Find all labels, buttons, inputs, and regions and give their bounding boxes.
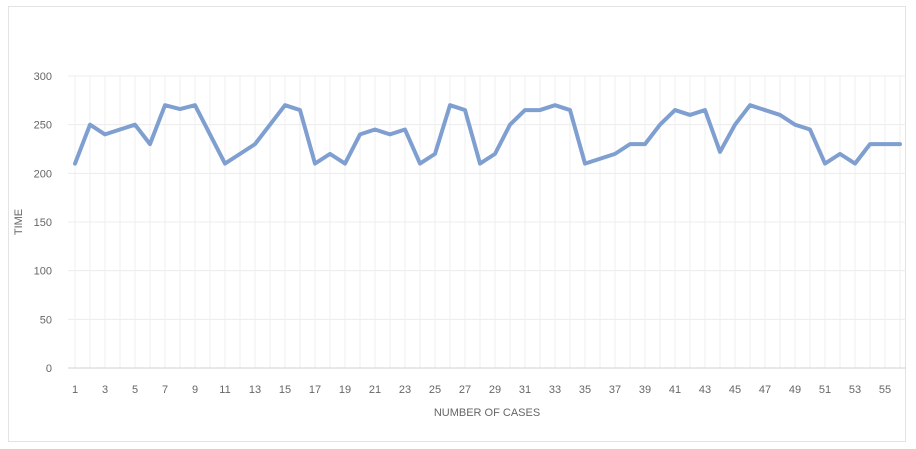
data-point — [778, 113, 782, 117]
data-point — [253, 142, 257, 146]
x-tick-label: 17 — [309, 384, 321, 396]
data-point — [883, 142, 887, 146]
data-point — [613, 152, 617, 156]
data-point — [73, 162, 77, 166]
data-point — [388, 132, 392, 136]
x-tick-label: 1 — [72, 384, 78, 396]
data-point — [523, 108, 527, 112]
x-tick-label: 29 — [489, 384, 501, 396]
x-tick-label: 37 — [609, 384, 621, 396]
x-tick-label: 55 — [879, 384, 891, 396]
data-point — [898, 142, 902, 146]
x-tick-label: 27 — [459, 384, 471, 396]
x-tick-label: 33 — [549, 384, 561, 396]
data-point — [673, 108, 677, 112]
x-tick-label: 41 — [669, 384, 681, 396]
data-point — [208, 132, 212, 136]
x-tick-label: 9 — [192, 384, 198, 396]
x-tick-label: 25 — [429, 384, 441, 396]
data-point — [763, 108, 767, 112]
data-point — [283, 103, 287, 107]
x-tick-label: 39 — [639, 384, 651, 396]
x-tick-label: 31 — [519, 384, 531, 396]
data-point — [358, 132, 362, 136]
data-point — [328, 152, 332, 156]
data-point — [703, 108, 707, 112]
x-tick-label: 7 — [162, 384, 168, 396]
data-point — [478, 162, 482, 166]
data-point — [658, 123, 662, 127]
data-point — [538, 108, 542, 112]
data-point — [598, 157, 602, 161]
data-point — [568, 108, 572, 112]
x-tick-label: 43 — [699, 384, 711, 396]
data-point — [628, 142, 632, 146]
data-point — [313, 162, 317, 166]
data-point — [463, 108, 467, 112]
data-point — [733, 123, 737, 127]
y-tick-label: 50 — [40, 314, 52, 326]
x-tick-label: 11 — [219, 384, 230, 396]
y-tick-label: 150 — [34, 217, 52, 229]
x-tick-label: 23 — [399, 384, 411, 396]
x-tick-label: 35 — [579, 384, 591, 396]
data-point — [553, 103, 557, 107]
data-point — [508, 123, 512, 127]
data-point — [808, 128, 812, 132]
data-point — [418, 162, 422, 166]
data-point — [718, 150, 722, 154]
data-point — [298, 108, 302, 112]
x-tick-label: 15 — [279, 384, 291, 396]
x-axis-ticks: 1 3 5 7 9 11 13 15 17 19 21 23 25 27 29 31 33 35 37 39 41 43 4… — [72, 384, 891, 396]
y-tick-label: 0 — [46, 363, 52, 375]
y-tick-label: 200 — [34, 168, 52, 180]
data-point — [88, 123, 92, 127]
data-point — [868, 142, 872, 146]
data-point — [493, 152, 497, 156]
x-tick-label: 47 — [759, 384, 771, 396]
data-point — [748, 103, 752, 107]
data-point — [583, 162, 587, 166]
chart-frame — [8, 6, 906, 442]
y-axis-title: TIME — [13, 209, 25, 235]
data-point — [118, 128, 122, 132]
data-point — [103, 132, 107, 136]
y-tick-label: 100 — [34, 266, 52, 278]
data-point — [793, 123, 797, 127]
data-point — [373, 128, 377, 132]
x-tick-label: 49 — [789, 384, 801, 396]
x-tick-label: 13 — [249, 384, 261, 396]
data-point — [343, 162, 347, 166]
y-tick-label: 250 — [34, 120, 52, 132]
x-tick-label: 5 — [132, 384, 138, 396]
data-point — [823, 162, 827, 166]
x-tick-label: 53 — [849, 384, 861, 396]
data-point — [193, 103, 197, 107]
data-point — [403, 128, 407, 132]
data-point — [178, 107, 182, 111]
data-point — [133, 123, 137, 127]
data-point — [433, 152, 437, 156]
data-point — [838, 152, 842, 156]
data-point — [148, 142, 152, 146]
x-tick-label: 19 — [339, 384, 351, 396]
data-point — [688, 113, 692, 117]
grid — [68, 75, 906, 369]
x-tick-label: 21 — [369, 384, 381, 396]
y-tick-label: 300 — [34, 71, 52, 83]
data-point — [643, 142, 647, 146]
y-axis-ticks: 0 50 100 150 200 250 300 — [34, 71, 52, 375]
x-tick-label: 45 — [729, 384, 741, 396]
series-line — [73, 103, 902, 166]
data-point — [268, 123, 272, 127]
x-axis-title: NUMBER OF CASES — [434, 407, 540, 419]
data-point — [238, 152, 242, 156]
x-tick-label: 3 — [102, 384, 108, 396]
data-point — [853, 162, 857, 166]
data-point — [448, 103, 452, 107]
data-point — [163, 103, 167, 107]
x-tick-label: 51 — [819, 384, 831, 396]
data-point — [223, 162, 227, 166]
